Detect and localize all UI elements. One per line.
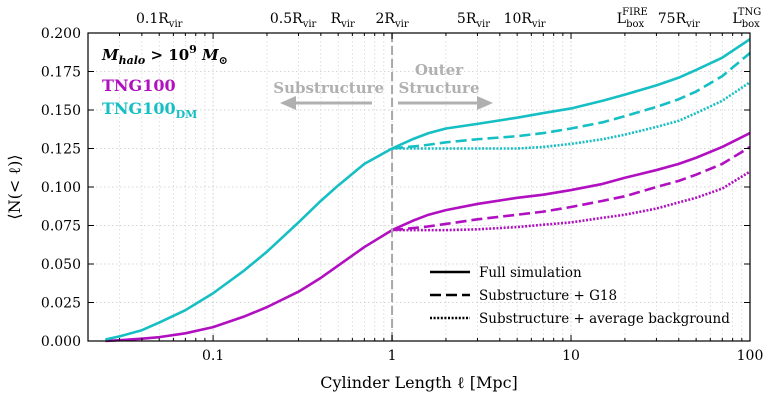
series-layer xyxy=(105,38,751,343)
top-axis-label: 5Rvir xyxy=(457,11,490,30)
x-tick-label: 1 xyxy=(388,348,397,364)
series-label-1: TNG100DM xyxy=(102,99,197,121)
y-tick-label: 0.075 xyxy=(41,219,81,235)
y-tick-label: 0.125 xyxy=(41,142,81,158)
top-axis-label: LboxFIRE xyxy=(617,7,648,30)
top-axis-label: 75Rvir xyxy=(658,11,700,30)
region-label-right-line1: Outer xyxy=(415,61,464,79)
axis-ticks: 0.1 1 10 100 0.000 0.025 0.050 0.075 0.100 0.125 0… xyxy=(5,7,763,392)
y-tick-label: 0.150 xyxy=(41,103,81,119)
top-axis-label: Rvir xyxy=(331,11,355,30)
condition-label: Mhalo > 109 M⊙ xyxy=(101,43,228,67)
series-line-1 xyxy=(391,145,751,232)
arrow-left-head xyxy=(280,96,296,110)
top-axis-label: 2Rvir xyxy=(376,11,409,30)
series-line-5 xyxy=(392,81,751,150)
arrow-right-head xyxy=(477,96,493,110)
top-axis-label: 10Rvir xyxy=(504,11,546,30)
y-tick-label: 0.000 xyxy=(41,334,81,350)
y-tick-label: 0.100 xyxy=(41,180,81,196)
legend-label: Full simulation xyxy=(479,265,582,281)
grid xyxy=(88,33,750,341)
y-tick-label: 0.025 xyxy=(41,296,81,312)
region-label-left: Substructure xyxy=(273,79,384,97)
region-label-right-line2: Structure xyxy=(399,79,480,97)
series-line-3 xyxy=(105,38,751,341)
series-line-2 xyxy=(392,170,751,232)
legend-label: Substructure + G18 xyxy=(479,288,617,304)
series-label-0: TNG100 xyxy=(102,76,176,95)
legend: Full simulation Substructure + G18 Substru… xyxy=(430,265,730,327)
top-axis-label: LboxTNG xyxy=(732,7,761,30)
series-line-4 xyxy=(391,52,751,150)
legend-label: Substructure + average background xyxy=(479,311,730,327)
y-axis-label: ⟨N(< ℓ)⟩ xyxy=(5,154,24,219)
x-axis-label: Cylinder Length ℓ [Mpc] xyxy=(320,373,518,392)
y-tick-label: 0.175 xyxy=(41,65,81,81)
y-tick-label: 0.050 xyxy=(41,257,81,273)
x-tick-label: 100 xyxy=(737,348,764,364)
top-axis-label: 0.5Rvir xyxy=(270,11,317,30)
top-axis-label: 0.1Rvir xyxy=(136,11,183,30)
x-tick-label: 0.1 xyxy=(202,348,224,364)
x-tick-label: 10 xyxy=(562,348,580,364)
y-tick-label: 0.200 xyxy=(41,26,81,42)
annotations: Mhalo > 109 M⊙ TNG100 TNG100DM Substructure… xyxy=(101,43,493,121)
series-line-0 xyxy=(105,131,751,343)
